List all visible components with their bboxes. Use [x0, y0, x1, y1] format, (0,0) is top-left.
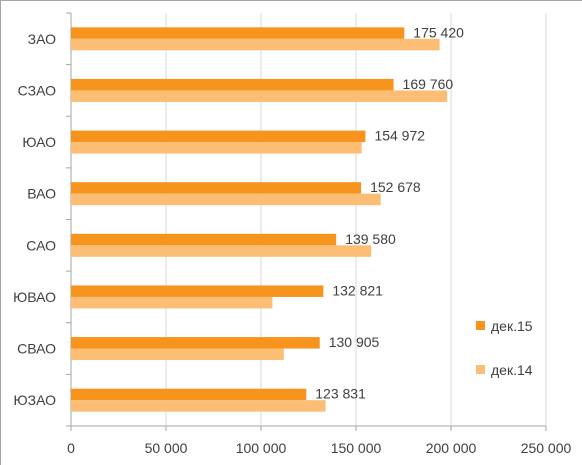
bar-dek15: [71, 27, 405, 39]
bar-dek15: [71, 388, 307, 401]
data-label: 139 580: [345, 231, 396, 247]
bar-dek15: [71, 130, 366, 143]
bar-dek14: [71, 296, 273, 309]
data-label: 152 678: [370, 179, 421, 195]
data-label: 154 972: [374, 128, 425, 144]
bar-dek14: [71, 348, 284, 361]
category-label: ВАО: [27, 186, 56, 202]
legend-label: дек.15: [491, 318, 533, 334]
x-tick-label: 150 000: [331, 440, 382, 456]
category-label: ЮАО: [22, 134, 56, 150]
bar-dek15: [71, 285, 324, 297]
category-label: СВАО: [17, 341, 56, 357]
bar-dek15: [71, 337, 320, 349]
category-label: ЗАО: [28, 31, 56, 47]
bar-dek14: [71, 38, 440, 51]
data-label: 175 420: [413, 24, 464, 40]
bar-dek14: [71, 245, 372, 257]
x-tick-label: 250 000: [521, 440, 572, 456]
data-label: 123 831: [315, 386, 366, 402]
bar-dek14: [71, 142, 362, 154]
x-tick-label: 50 000: [145, 440, 188, 456]
bar-dek15: [71, 182, 362, 194]
bar-dek14: [71, 400, 326, 412]
bar-dek14: [71, 90, 448, 102]
x-tick-label: 100 000: [236, 440, 287, 456]
bar-dek14: [71, 193, 381, 206]
bar-dek15: [71, 233, 337, 246]
legend-swatch: [476, 321, 485, 330]
legend-swatch: [476, 365, 485, 374]
x-tick-label: 200 000: [426, 440, 477, 456]
legend-label: дек.14: [491, 362, 533, 378]
bar-dek15: [71, 78, 394, 91]
category-label: ЮВАО: [13, 289, 56, 305]
category-label: СЗАО: [18, 82, 56, 98]
x-tick-label: 0: [67, 440, 75, 456]
data-label: 169 760: [403, 76, 454, 92]
category-label: ЮЗАО: [13, 392, 56, 408]
data-label: 132 821: [332, 282, 383, 298]
category-label: САО: [26, 237, 56, 253]
data-label: 130 905: [329, 334, 380, 350]
